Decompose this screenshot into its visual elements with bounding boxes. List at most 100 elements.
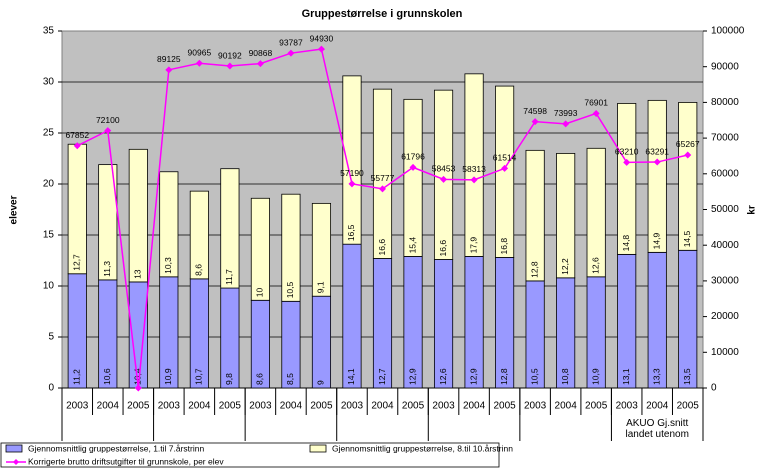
x-tick-label: 2003 bbox=[616, 401, 639, 412]
bar-value-label: 10,5 bbox=[529, 368, 539, 385]
bar-value-label: 8,6 bbox=[255, 373, 265, 385]
x-tick-label: 2004 bbox=[188, 401, 211, 412]
bar bbox=[495, 257, 515, 389]
x-tick-label: 2005 bbox=[677, 401, 700, 412]
line-marker bbox=[73, 142, 81, 150]
bar-value-label: 12,6 bbox=[438, 368, 448, 385]
bar bbox=[159, 171, 179, 278]
x-tick-label: 2004 bbox=[646, 401, 669, 412]
bar bbox=[464, 256, 484, 389]
bar bbox=[464, 73, 484, 257]
line-marker bbox=[195, 59, 203, 67]
line-value-label: 94930 bbox=[310, 33, 334, 43]
legend-label: Korrigerte brutto driftsutgifter til gru… bbox=[28, 456, 224, 466]
x-tick-label: 2004 bbox=[371, 401, 394, 412]
x-tick-label: 2005 bbox=[402, 401, 425, 412]
bar bbox=[647, 99, 667, 253]
line-marker bbox=[440, 175, 448, 183]
bar-value-label: 11,7 bbox=[224, 269, 234, 285]
line-marker bbox=[165, 66, 173, 74]
line-value-label: 63210 bbox=[615, 147, 639, 157]
bar-value-label: 12,7 bbox=[377, 368, 387, 385]
line-value-label: 67852 bbox=[65, 130, 89, 140]
line-marker bbox=[317, 45, 325, 53]
bar-value-label: 10,8 bbox=[560, 368, 570, 385]
bar bbox=[647, 251, 667, 389]
y2-tick-label: 70000 bbox=[711, 133, 739, 144]
line-value-label: 76901 bbox=[584, 98, 608, 108]
x-tick-label: 2005 bbox=[585, 401, 608, 412]
bar bbox=[281, 193, 301, 302]
bar-value-label: 14,5 bbox=[682, 230, 692, 247]
bar bbox=[678, 102, 698, 251]
line-marker bbox=[562, 120, 570, 128]
line-marker bbox=[348, 180, 356, 188]
bar-value-label: 16,5 bbox=[346, 224, 356, 241]
line-marker bbox=[409, 163, 417, 171]
x-tick-label: 2005 bbox=[310, 401, 333, 412]
bar-value-label: 12,9 bbox=[407, 368, 417, 385]
bar-value-label: 9,1 bbox=[316, 281, 326, 293]
bar-value-label: 13,3 bbox=[651, 368, 661, 385]
line-marker bbox=[287, 49, 295, 57]
x-tick-label: 2005 bbox=[127, 401, 150, 412]
bar-value-label: 10,9 bbox=[163, 368, 173, 385]
bar-value-label: 10,7 bbox=[194, 368, 204, 385]
x-tick-label: 2004 bbox=[280, 401, 303, 412]
line-marker bbox=[226, 62, 234, 70]
bar-value-label: 16,6 bbox=[438, 240, 448, 257]
x-tick-label: 2005 bbox=[493, 401, 516, 412]
bar-value-label: 11,3 bbox=[102, 261, 112, 277]
legend-swatch bbox=[5, 444, 23, 453]
bar bbox=[525, 149, 545, 282]
legend-label: Gjennomsnittlig gruppestørrelse, 1.til 7… bbox=[28, 443, 204, 453]
line-marker bbox=[501, 164, 509, 172]
bar bbox=[678, 249, 698, 389]
y2-tick-label: 0 bbox=[711, 383, 717, 394]
bar-value-label: 12,7 bbox=[72, 254, 82, 271]
x-tick-label: 2004 bbox=[97, 401, 120, 412]
bar bbox=[403, 256, 423, 389]
bar-value-label: 10,6 bbox=[102, 368, 112, 385]
line-value-label: 93787 bbox=[279, 37, 303, 47]
line-value-label: 72100 bbox=[96, 115, 120, 125]
bar-value-label: 12,6 bbox=[590, 257, 600, 274]
line-value-label: 65267 bbox=[676, 139, 700, 149]
bar-value-label: 9 bbox=[316, 380, 326, 385]
line-value-label: 57190 bbox=[340, 168, 364, 178]
x-tick-label: 2004 bbox=[555, 401, 578, 412]
line-value-label: 90868 bbox=[249, 48, 273, 58]
line-marker bbox=[379, 185, 386, 193]
bar bbox=[98, 164, 118, 281]
bar bbox=[433, 89, 454, 260]
line-marker bbox=[134, 384, 142, 392]
line-value-label: 61514 bbox=[493, 153, 517, 163]
y-tick-label: 35 bbox=[43, 26, 55, 37]
bar-value-label: 13 bbox=[133, 269, 143, 279]
bar bbox=[403, 98, 423, 257]
y2-tick-label: 100000 bbox=[711, 26, 745, 37]
bar-value-label: 8,6 bbox=[194, 264, 204, 276]
line-marker bbox=[256, 60, 264, 68]
bar bbox=[220, 287, 240, 389]
bar-value-label: 14,1 bbox=[346, 368, 356, 385]
line-marker bbox=[653, 158, 661, 166]
bar-value-label: 10 bbox=[255, 288, 265, 298]
y2-tick-label: 90000 bbox=[711, 61, 739, 72]
y-tick-label: 5 bbox=[48, 332, 54, 343]
bar-value-label: 12,8 bbox=[529, 261, 539, 278]
y-tick-label: 25 bbox=[43, 128, 55, 139]
legend bbox=[0, 442, 500, 468]
bar-value-label: 16,6 bbox=[377, 239, 387, 256]
y2-tick-label: 20000 bbox=[711, 311, 739, 322]
x-tick-label: 2003 bbox=[66, 401, 89, 412]
bar bbox=[311, 295, 332, 389]
line-marker bbox=[623, 158, 631, 166]
line-value-label: 58313 bbox=[462, 164, 486, 174]
bar-value-label: 11,2 bbox=[72, 369, 82, 385]
line-value-label: 61796 bbox=[401, 152, 425, 162]
bar bbox=[342, 75, 362, 245]
bar-value-label: 13,5 bbox=[682, 368, 692, 385]
line-value-label: 63291 bbox=[645, 146, 669, 156]
group-label: AKUO Gj.snitt landet utenom bbox=[626, 418, 689, 440]
